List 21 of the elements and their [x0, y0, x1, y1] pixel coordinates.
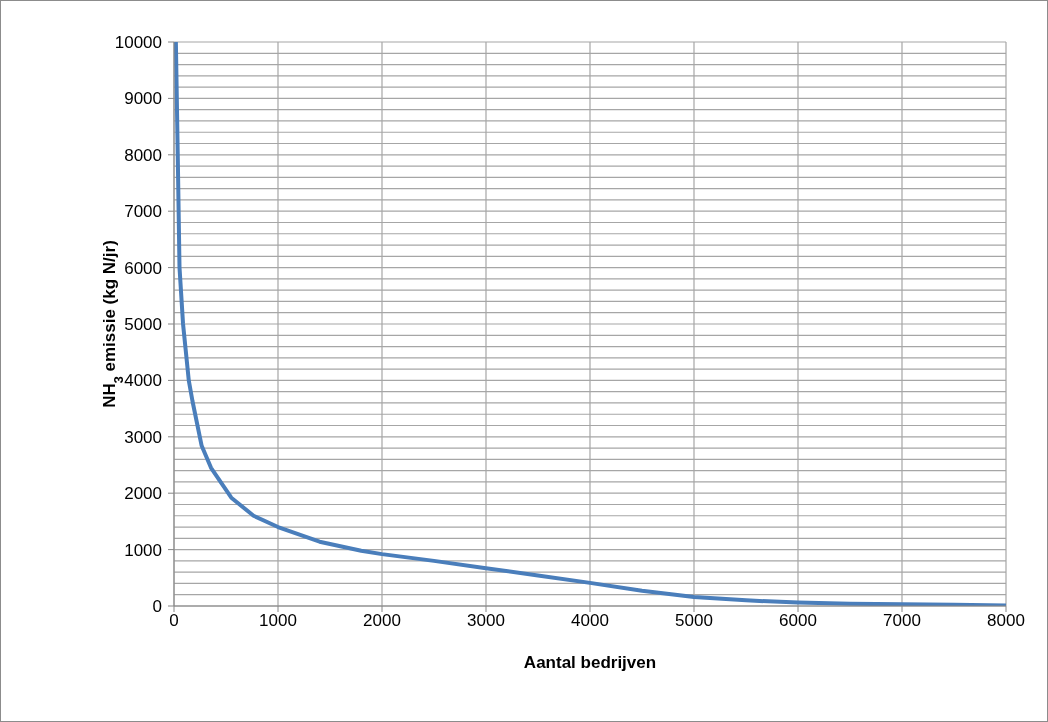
x-axis-title: Aantal bedrijven — [523, 653, 657, 672]
y-tick-label: 9000 — [124, 89, 162, 109]
y-tick-label: 4000 — [124, 371, 162, 391]
x-tick-label: 0 — [169, 611, 179, 631]
x-tick-label: 8000 — [987, 611, 1025, 631]
y-tick-label: 0 — [152, 597, 162, 616]
x-tick-label: 1000 — [259, 611, 297, 631]
y-tick-label: 8000 — [124, 145, 162, 165]
y-tick-label: 5000 — [124, 315, 162, 334]
y-tick-label: 3000 — [124, 427, 162, 447]
y-tick-label: 10000 — [114, 33, 162, 52]
x-tick-label: 2000 — [363, 611, 401, 631]
x-tick-label: 6000 — [779, 611, 817, 631]
y-tick-label: 1000 — [124, 540, 162, 560]
x-tick-label: 5000 — [675, 611, 713, 631]
y-tick-label: 2000 — [124, 484, 162, 504]
x-tick-label: 4000 — [571, 611, 609, 631]
y-tick-label: 6000 — [124, 258, 162, 278]
x-tick-label: 3000 — [467, 611, 505, 631]
y-tick-label: 7000 — [124, 202, 162, 222]
x-tick-label: 7000 — [883, 611, 921, 631]
